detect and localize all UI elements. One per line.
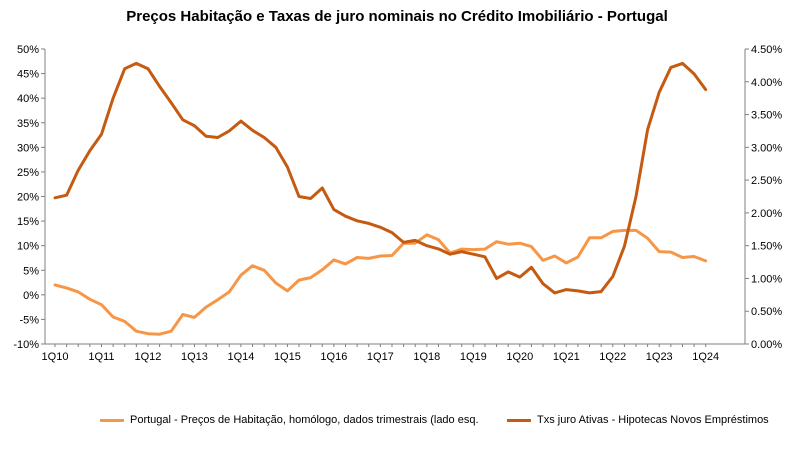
- left-axis-tick-label: 35%: [17, 118, 39, 130]
- x-axis-tick-label: 1Q21: [553, 351, 580, 363]
- left-axis-tick-label: 10%: [17, 241, 39, 253]
- x-axis-tick-label: 1Q23: [646, 351, 673, 363]
- series-line-interest-rates: [53, 61, 708, 295]
- left-axis-tick-label: 15%: [17, 216, 39, 228]
- x-axis-tick-label: 1Q13: [181, 351, 208, 363]
- right-axis-tick-label: 0.50%: [751, 306, 782, 318]
- x-axis-tick-label: 1Q19: [460, 351, 487, 363]
- right-axis-tick-label: 1.00%: [751, 273, 782, 285]
- chart-title: Preços Habitação e Taxas de juro nominai…: [126, 8, 668, 25]
- x-axis-tick-label: 1Q18: [413, 351, 440, 363]
- x-axis-tick-label: 1Q14: [227, 351, 254, 363]
- left-axis-tick-label: 20%: [17, 192, 39, 204]
- legend-item-house-prices: Portugal - Preços de Habitação, homólogo…: [100, 414, 479, 426]
- right-axis-tick-label: 2.00%: [751, 208, 782, 220]
- x-axis-tick-label: 1Q10: [42, 351, 69, 363]
- legend-label-house-prices: Portugal - Preços de Habitação, homólogo…: [130, 414, 479, 426]
- x-axis-tick-label: 1Q20: [506, 351, 533, 363]
- x-axis-tick-label: 1Q11: [88, 351, 114, 363]
- legend-swatch-interest-rates: [507, 418, 531, 422]
- left-axis-tick-label: -10%: [13, 339, 39, 351]
- x-axis-tick-label: 1Q16: [320, 351, 347, 363]
- right-axis-tick-label: 4.50%: [751, 44, 782, 56]
- left-axis-tick-label: 50%: [17, 44, 39, 56]
- left-axis-tick-label: -5%: [19, 314, 39, 326]
- legend-label-interest-rates: Txs juro Ativas - Hipotecas Novos Emprés…: [537, 414, 769, 426]
- left-axis-tick-label: 45%: [17, 69, 39, 81]
- legend-swatch-house-prices: [100, 418, 124, 422]
- right-axis-tick-label: 0.00%: [751, 339, 782, 351]
- x-axis-tick-label: 1Q12: [134, 351, 161, 363]
- right-axis-tick-label: 2.50%: [751, 175, 782, 187]
- left-axis-tick-label: 30%: [17, 142, 39, 154]
- series-line-house-prices: [53, 228, 708, 336]
- x-axis-tick-label: 1Q22: [599, 351, 626, 363]
- right-axis-tick-label: 4.00%: [751, 77, 782, 89]
- legend-item-interest-rates: Txs juro Ativas - Hipotecas Novos Emprés…: [507, 414, 769, 426]
- left-axis-tick-label: 5%: [23, 265, 39, 277]
- left-axis-tick-label: 40%: [17, 93, 39, 105]
- x-axis-tick-label: 1Q24: [692, 351, 719, 363]
- right-axis-tick-label: 3.50%: [751, 110, 782, 122]
- left-axis-tick-label: 0%: [23, 290, 39, 302]
- x-axis-tick-label: 1Q15: [274, 351, 301, 363]
- left-axis-tick-label: 25%: [17, 167, 39, 179]
- right-axis-tick-label: 3.00%: [751, 142, 782, 154]
- right-axis-tick-label: 1.50%: [751, 241, 782, 253]
- x-axis-tick-label: 1Q17: [367, 351, 394, 363]
